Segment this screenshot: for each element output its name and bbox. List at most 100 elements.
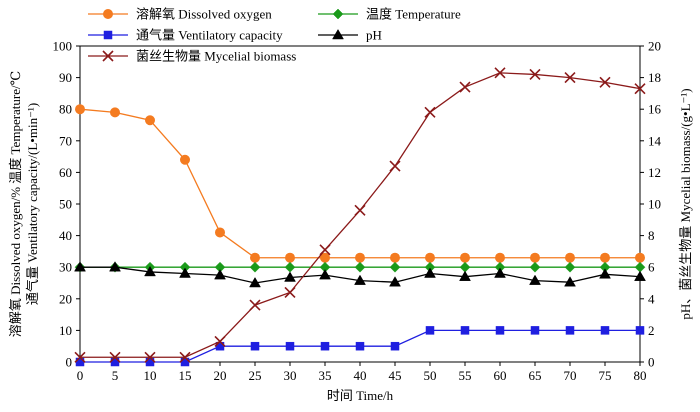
ph-point — [459, 270, 471, 281]
x-tick-label: 65 — [529, 368, 542, 383]
ph-point — [494, 267, 506, 278]
legend-label-temperature: 温度 Temperature — [366, 7, 461, 22]
temperature-point — [529, 261, 541, 273]
y-right-tick-label: 12 — [648, 165, 661, 180]
ph-point — [354, 274, 366, 285]
dissolved-oxygen-point — [460, 252, 470, 263]
dissolved-oxygen-point — [250, 252, 260, 263]
x-tick-label: 25 — [249, 368, 262, 383]
y-right-tick-label: 20 — [648, 39, 661, 54]
y-left-tick-label: 80 — [59, 102, 72, 117]
dissolved-oxygen-point — [180, 154, 190, 165]
x-tick-label: 15 — [179, 368, 192, 383]
ventilatory-capacity-point — [355, 341, 365, 351]
x-tick-label: 45 — [389, 368, 402, 383]
dissolved-oxygen-point — [565, 252, 575, 263]
ph-point — [529, 274, 541, 285]
ventilatory-capacity-point — [250, 341, 260, 351]
y-right-tick-label: 18 — [648, 70, 661, 85]
x-tick-label: 0 — [77, 368, 84, 383]
x-tick-label: 10 — [144, 368, 157, 383]
x-tick-label: 20 — [214, 368, 227, 383]
mycelial-biomass-point — [354, 204, 366, 216]
dissolved-oxygen-point — [355, 252, 365, 263]
ventilatory-capacity-point — [425, 326, 435, 335]
x-tick-label: 55 — [459, 368, 472, 383]
axes: 0 5 10 15 20 25 30 35 40 45 50 55 60 65 70 75 8001020304… — [8, 39, 693, 404]
dissolved-oxygen-point — [425, 252, 435, 263]
dissolved-oxygen-point — [285, 252, 295, 263]
y-right-tick-label: 4 — [648, 291, 655, 306]
ph-point — [214, 269, 226, 280]
ventilatory-capacity-point — [565, 326, 575, 335]
x-tick-label: 30 — [284, 368, 297, 383]
temperature-series — [74, 261, 646, 273]
legend-item-temperature: 温度 Temperature — [318, 7, 461, 22]
ph-point — [389, 276, 401, 287]
ph-point — [564, 276, 576, 287]
mycelial-biomass-point — [214, 335, 226, 348]
mycelial-biomass-point — [634, 83, 646, 95]
y-left-tick-label: 20 — [59, 291, 72, 306]
y-left-tick-label: 40 — [59, 228, 72, 243]
mycelial-biomass-series — [74, 67, 646, 363]
legend-item-dissolved-oxygen: 溶解氧 Dissolved oxygen — [88, 7, 272, 22]
legend-marker-temperature — [332, 8, 344, 20]
y-left-tick-label: 30 — [59, 260, 72, 275]
y-right-tick-label: 16 — [648, 102, 662, 117]
temperature-point — [354, 261, 366, 273]
mycelial-biomass-line — [80, 72, 641, 358]
ventilatory-capacity-point — [495, 326, 505, 335]
ph-point — [74, 261, 86, 272]
temperature-point — [249, 261, 261, 273]
temperature-point — [389, 261, 401, 273]
ventilatory-capacity-point — [600, 326, 610, 335]
dissolved-oxygen-line — [79, 108, 640, 259]
legend-label-ventilatory-capacity: 通气量 Ventilatory capacity — [136, 28, 283, 43]
y-left-tick-label: 100 — [53, 39, 73, 54]
y-right-tick-label: 14 — [648, 133, 662, 148]
legend-item-ventilatory-capacity: 通气量 Ventilatory capacity — [88, 28, 283, 43]
ventilatory-capacity-point — [320, 341, 330, 351]
legend-label-dissolved-oxygen: 溶解氧 Dissolved oxygen — [136, 7, 272, 22]
y-left-axis-title-line2: 通气量 Ventilatory capacity/(L•min⁻¹) — [25, 103, 40, 305]
dissolved-oxygen-point — [145, 115, 155, 126]
y-left-tick-label: 50 — [59, 197, 72, 212]
dissolved-oxygen-point — [390, 252, 400, 263]
legend-label-mycelial-biomass: 菌丝生物量 Mycelial biomass — [136, 49, 296, 64]
x-tick-label: 40 — [354, 368, 367, 383]
ph-point — [179, 267, 191, 278]
legend-marker-dissolved-oxygen — [103, 9, 113, 19]
mycelial-biomass-point — [249, 299, 261, 311]
dissolved-oxygen-point — [635, 252, 645, 263]
ventilatory-capacity-point — [285, 341, 295, 351]
ph-point — [424, 267, 436, 278]
legend-marker-ventilatory-capacity — [103, 30, 113, 40]
mycelial-biomass-point — [564, 72, 576, 84]
dissolved-oxygen-point — [110, 107, 120, 118]
ph-point — [284, 271, 296, 282]
mycelial-biomass-point — [389, 160, 401, 172]
x-tick-label: 50 — [424, 368, 437, 383]
mycelial-biomass-point — [319, 244, 331, 256]
y-left-tick-label: 10 — [59, 323, 72, 338]
y-right-tick-label: 10 — [648, 197, 661, 212]
series-layer — [74, 67, 646, 367]
x-tick-label: 5 — [112, 368, 119, 383]
legend-marker-ph — [332, 29, 344, 40]
dissolved-oxygen-point — [530, 252, 540, 263]
temperature-point — [564, 261, 576, 273]
y-left-tick-label: 0 — [66, 355, 73, 370]
legend-label-ph: pH — [366, 28, 382, 43]
dissolved-oxygen-series — [75, 104, 645, 263]
y-right-axis-title: pH、菌丝生物量 Mycelial biomass/(g•L⁻¹) — [678, 88, 693, 319]
y-left-tick-label: 90 — [59, 70, 72, 85]
ph-point — [144, 265, 156, 277]
legend-item-ph: pH — [318, 28, 382, 43]
mycelial-biomass-point — [144, 351, 156, 363]
legend-marker-mycelial-biomass — [102, 50, 114, 62]
x-tick-label: 35 — [319, 368, 332, 383]
x-axis-title: 时间 Time/h — [327, 388, 394, 403]
dissolved-oxygen-point — [495, 252, 505, 263]
